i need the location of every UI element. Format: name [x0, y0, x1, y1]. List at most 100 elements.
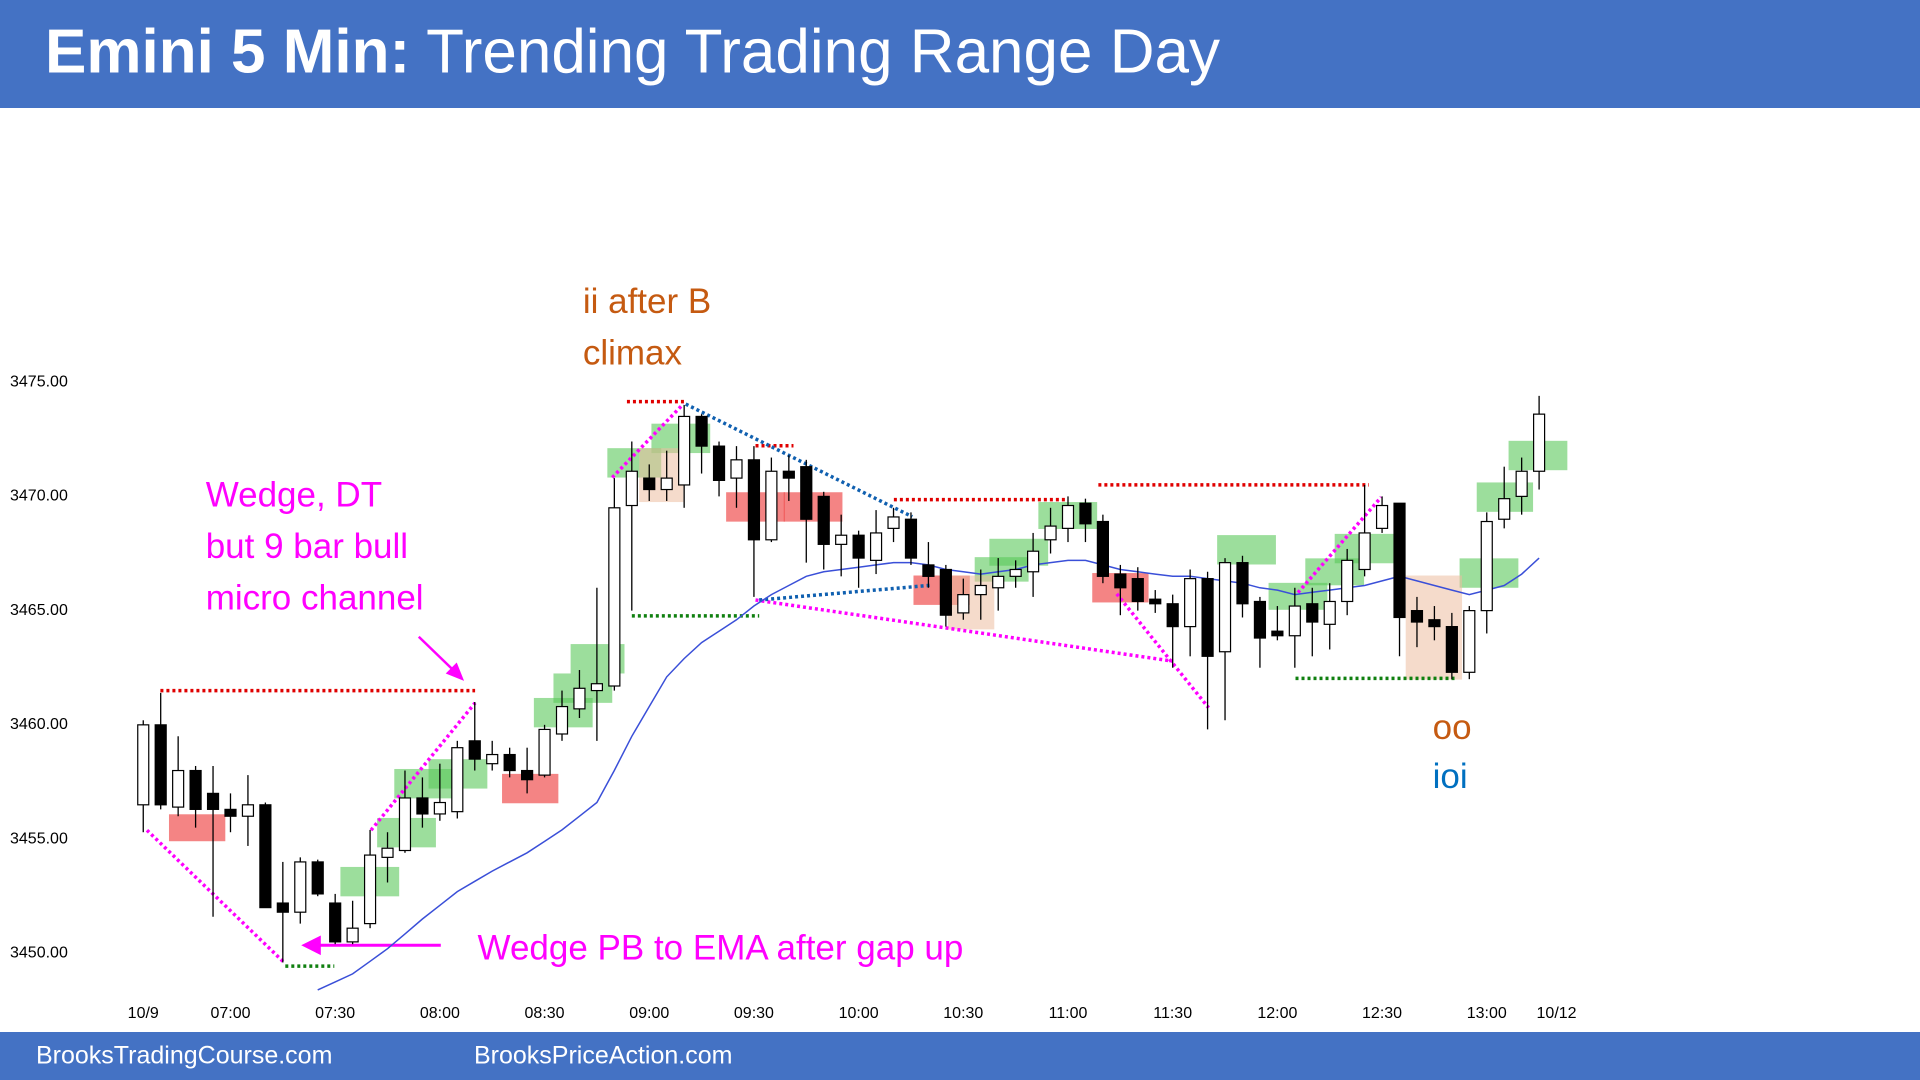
- annotation: Wedge PB to EMA after gap up: [478, 928, 964, 967]
- candle-body: [695, 415, 708, 447]
- candle-body: [1079, 502, 1092, 525]
- candle-body: [189, 769, 202, 810]
- candle-body: [1044, 525, 1057, 541]
- candle-body: [869, 532, 883, 561]
- candle-body: [363, 854, 377, 925]
- candle-body: [398, 797, 412, 852]
- x-tick-label: 10:30: [943, 1005, 983, 1022]
- candle-body: [992, 575, 1005, 589]
- x-tick-label: 12:00: [1257, 1005, 1297, 1022]
- candle-body: [573, 687, 586, 710]
- candle-body: [555, 705, 569, 735]
- candle-body: [346, 927, 359, 943]
- candle-body: [311, 861, 324, 895]
- candle-body: [1463, 610, 1476, 673]
- y-tick-label: 3465.00: [10, 602, 68, 619]
- candle-body: [1410, 610, 1424, 623]
- candle-body: [172, 769, 185, 808]
- candle-body: [730, 459, 743, 479]
- candle-body: [887, 516, 900, 529]
- ema-line: [317, 557, 1540, 991]
- candle-body: [1253, 600, 1267, 639]
- annotation: Wedge, DT: [206, 475, 382, 514]
- candle-body: [294, 861, 307, 913]
- x-tick-label: 08:30: [525, 1005, 565, 1022]
- candle-body: [1323, 600, 1336, 625]
- y-tick-label: 3470.00: [10, 488, 68, 505]
- candle-body: [521, 769, 534, 781]
- candle-body: [852, 534, 865, 559]
- candle-body: [276, 902, 289, 913]
- candle-body: [1480, 520, 1493, 612]
- candle-body: [1201, 578, 1214, 657]
- x-tick-label: 09:00: [629, 1005, 669, 1022]
- candle-body: [1306, 603, 1319, 623]
- candle-body: [1009, 568, 1022, 577]
- candle-body: [712, 445, 726, 481]
- candle-body: [1375, 504, 1389, 529]
- y-tick-label: 3450.00: [10, 945, 68, 962]
- plot: 3450.00 3455.00 3460.00 3465.00 3470.00 3475.…: [10, 282, 1577, 1022]
- candle-body: [1149, 598, 1162, 605]
- candle-body: [800, 466, 813, 520]
- candle-body: [765, 470, 778, 541]
- highlight-box: [168, 814, 226, 842]
- candle-body: [817, 495, 830, 545]
- candle-body: [643, 477, 656, 491]
- candle-body: [904, 518, 918, 559]
- candle-body: [1271, 630, 1284, 637]
- x-tick-label: 11:30: [1153, 1005, 1192, 1022]
- candle-body: [1428, 619, 1441, 628]
- candle-body: [1096, 520, 1109, 577]
- x-tick-label: 09:30: [734, 1005, 774, 1022]
- arrow-head: [301, 935, 321, 956]
- candle-body: [329, 902, 342, 943]
- candle-body: [1166, 603, 1179, 628]
- dotted-line: [759, 583, 931, 602]
- x-tick-label: 10:00: [839, 1005, 879, 1022]
- x-tick-label: 11:00: [1049, 1005, 1088, 1022]
- candle-body: [1027, 550, 1040, 573]
- annotation: ioi: [1433, 757, 1468, 796]
- candle-body: [957, 594, 970, 614]
- candle-body: [1218, 562, 1232, 653]
- y-tick-label: 3460.00: [10, 716, 68, 733]
- x-tick-label: 10/12: [1537, 1005, 1577, 1022]
- arrow-head: [445, 662, 465, 681]
- candle-body: [974, 584, 987, 596]
- highlight-box: [783, 492, 843, 522]
- highlight-box: [639, 448, 684, 503]
- dotted-line: [145, 828, 286, 964]
- candle-body: [1288, 605, 1301, 637]
- candle-body: [433, 801, 446, 815]
- footer-text: BrooksPriceAction.com: [474, 1042, 732, 1070]
- annotation: oo: [1433, 708, 1472, 747]
- candle-body: [1445, 626, 1458, 673]
- header-bar: [0, 0, 1920, 108]
- candle-body: [1393, 502, 1406, 619]
- arrow: [417, 635, 457, 674]
- candle-body: [1533, 413, 1546, 472]
- candle-body: [259, 804, 272, 909]
- candle-body: [1358, 532, 1371, 571]
- x-tick-label: 12:30: [1362, 1005, 1402, 1022]
- candle-body: [381, 847, 394, 858]
- candle-body: [154, 724, 167, 806]
- candle-body: [206, 792, 220, 810]
- annotation: climax: [583, 333, 683, 372]
- candle-body: [608, 507, 621, 687]
- annotation: but 9 bar bull: [206, 527, 408, 566]
- x-tick-label: 07:30: [315, 1005, 355, 1022]
- footer-bar: [0, 1032, 1920, 1080]
- candle-body: [451, 747, 464, 813]
- highlight-box: [1217, 535, 1276, 565]
- candle-body: [416, 797, 429, 815]
- candle-body: [1236, 562, 1249, 605]
- candle-body: [1061, 504, 1075, 529]
- candle-body: [747, 459, 761, 541]
- candle-body: [678, 415, 691, 486]
- dotted-line: [755, 598, 1174, 663]
- candle-body: [486, 753, 499, 765]
- candle-body: [835, 534, 848, 545]
